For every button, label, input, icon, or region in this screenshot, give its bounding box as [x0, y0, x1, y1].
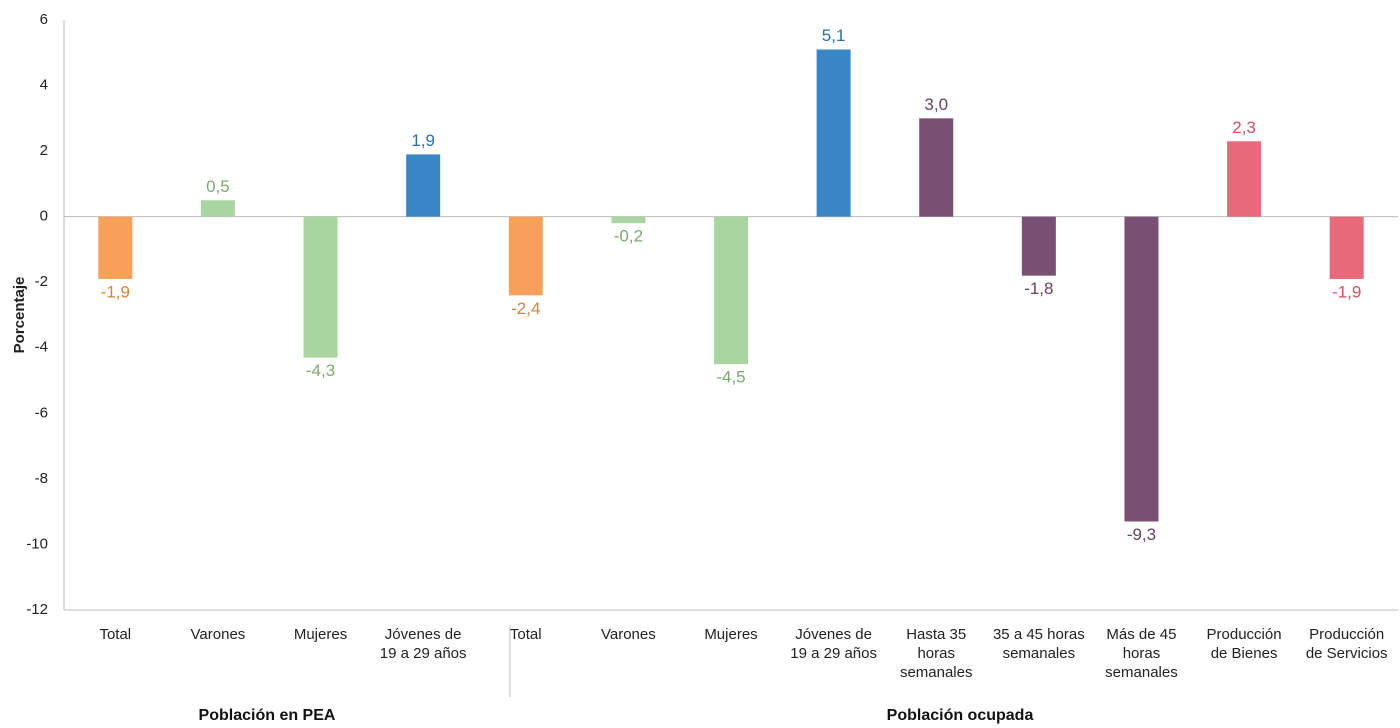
x-tick-label: Más de 45 horas semanales: [1105, 626, 1178, 681]
y-tick-label: -2: [35, 273, 48, 290]
value-label: -1,9: [101, 282, 130, 301]
y-tick-label: -12: [26, 601, 48, 618]
x-tick-label: Producción de Servicios: [1305, 626, 1388, 662]
value-label: -1,9: [1332, 282, 1361, 301]
x-tick-label: Jóvenes de 19 a 29 años: [790, 626, 877, 662]
bar: [98, 216, 133, 279]
y-tick-label: -6: [35, 404, 48, 421]
x-tick-label: Mujeres: [293, 626, 348, 643]
bar: [303, 216, 338, 358]
value-label: 1,9: [411, 131, 435, 150]
value-label: -2,4: [511, 299, 540, 318]
bar: [406, 154, 441, 217]
value-label: -4,5: [716, 368, 745, 387]
y-axis-title: Porcentaje: [11, 277, 28, 354]
value-label: -4,3: [306, 361, 335, 380]
bar: [1021, 216, 1056, 276]
group-label: Población ocupada: [886, 707, 1034, 724]
y-tick-label: -8: [35, 470, 48, 487]
x-tick-label: Producción de Bienes: [1206, 626, 1282, 662]
value-label: 0,5: [206, 177, 230, 196]
y-tick-label: 6: [40, 11, 48, 28]
bar: [1227, 141, 1262, 217]
value-label: 2,3: [1232, 118, 1256, 137]
y-tick-label: 0: [40, 208, 48, 225]
bar: [816, 49, 851, 217]
x-tick-label: Total: [99, 626, 132, 643]
x-tick-label: Hasta 35 horas semanales: [899, 626, 973, 681]
value-label: -0,2: [614, 227, 643, 246]
value-label: 5,1: [822, 26, 846, 45]
bar: [508, 216, 543, 296]
bar: [1329, 216, 1364, 279]
y-tick-label: -4: [35, 339, 48, 356]
x-tick-label: 35 a 45 horas semanales: [992, 626, 1085, 662]
y-tick-label: 4: [40, 77, 48, 94]
value-label: 3,0: [924, 95, 948, 114]
bar: [200, 200, 235, 217]
bar: [714, 216, 748, 365]
x-tick-label: Varones: [600, 626, 656, 643]
y-tick-label: 2: [40, 142, 48, 159]
bar: [919, 118, 954, 217]
bar: [1124, 216, 1159, 522]
value-label: -9,3: [1127, 525, 1156, 544]
y-tick-label: -10: [26, 535, 48, 552]
bar: [611, 216, 646, 224]
x-tick-label: Jóvenes de 19 a 29 años: [379, 626, 467, 662]
group-label: Población en PEA: [198, 707, 336, 724]
x-tick-label: Mujeres: [704, 626, 758, 643]
x-tick-label: Varones: [190, 626, 246, 643]
value-label: -1,8: [1024, 279, 1053, 298]
x-tick-label: Total: [509, 626, 542, 643]
